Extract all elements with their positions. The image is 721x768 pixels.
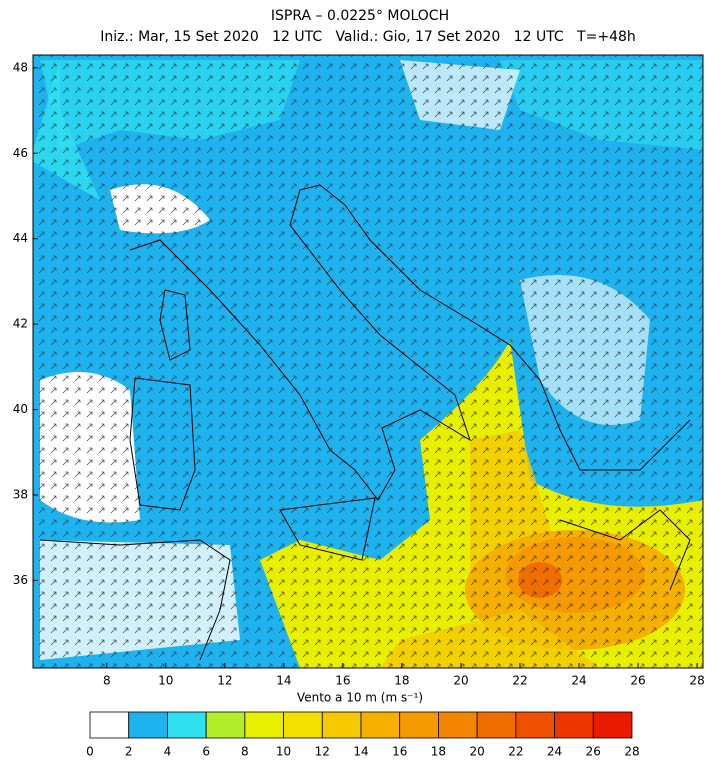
x-tick-label: 20 [453, 674, 468, 688]
coastline [279, 497, 376, 561]
x-tick-label: 28 [689, 674, 704, 688]
colorbar-tick-label: 16 [392, 745, 407, 759]
x-tick-label: 18 [394, 674, 409, 688]
colorbar-cell [360, 711, 401, 739]
title: ISPRA – 0.0225° MOLOCH [271, 8, 449, 24]
colorbar-tick-label: 20 [470, 745, 485, 759]
colorbar-tick-label: 24 [547, 745, 562, 759]
y-tick-label: 42 [13, 317, 28, 331]
x-tick-label: 12 [217, 674, 232, 688]
coastline [39, 539, 231, 661]
coastline [559, 509, 691, 591]
colorbar-cell [399, 711, 439, 739]
colorbar-tick-label: 6 [202, 745, 210, 759]
colorbar-cell [205, 711, 246, 739]
coastline [129, 377, 196, 511]
colorbar-tick-label: 4 [164, 745, 172, 759]
x-tick-label: 24 [571, 674, 586, 688]
y-tick-label: 36 [13, 573, 28, 587]
colorbar-tick-label: 22 [508, 745, 523, 759]
colorbar-tick-label: 10 [276, 745, 291, 759]
colorbar-tick-label: 26 [586, 745, 601, 759]
colorbar-cell [321, 711, 362, 739]
colorbar-cell [554, 711, 594, 739]
y-tick-label: 44 [13, 231, 28, 245]
colorbar-tick-label: 12 [315, 745, 330, 759]
map-field [33, 55, 703, 668]
colorbar-cell [438, 711, 478, 739]
colorbar-tick-label: 2 [125, 745, 133, 759]
colorbar-cell [244, 711, 284, 739]
x-tick-label: 26 [630, 674, 645, 688]
colorbar: 0 2 4 6 8 10 12 14 16 18 20 22 24 26 28 [86, 711, 640, 759]
colorbar-cell [283, 711, 323, 739]
colorbar-tick-label: 14 [353, 745, 368, 759]
coastlines [39, 184, 691, 661]
y-tick-label: 40 [13, 402, 28, 416]
coastline [159, 289, 191, 361]
colorbar-cell [476, 711, 517, 739]
axes: 8 10 12 14 16 18 20 22 24 26 28 36 38 40 42 44 46 48 [13, 60, 705, 687]
colorbar-tick-label: 8 [241, 745, 249, 759]
y-tick-label: 48 [13, 60, 28, 74]
subtitle: Iniz.: Mar, 15 Set 2020 12 UTC Valid.: G… [100, 29, 636, 45]
colorbar-tick-label: 0 [86, 745, 94, 759]
colorbar-label: Vento a 10 m (m s⁻¹) [297, 691, 423, 705]
colorbar-tick-label: 28 [624, 745, 639, 759]
coastline [129, 184, 691, 501]
colorbar-cell [515, 711, 555, 739]
x-tick-label: 14 [276, 674, 291, 688]
x-tick-label: 10 [158, 674, 173, 688]
x-tick-label: 8 [103, 674, 111, 688]
wind-arrows [33, 55, 703, 668]
colorbar-cell [167, 711, 207, 739]
colorbar-cell [592, 711, 633, 739]
colorbar-cell [89, 711, 130, 739]
colorbar-cell [128, 711, 168, 739]
y-tick-label: 46 [13, 146, 28, 160]
x-tick-label: 16 [335, 674, 350, 688]
map-frame [32, 54, 704, 669]
colorbar-tick-label: 18 [431, 745, 446, 759]
y-tick-label: 38 [13, 487, 28, 501]
x-tick-label: 22 [512, 674, 527, 688]
